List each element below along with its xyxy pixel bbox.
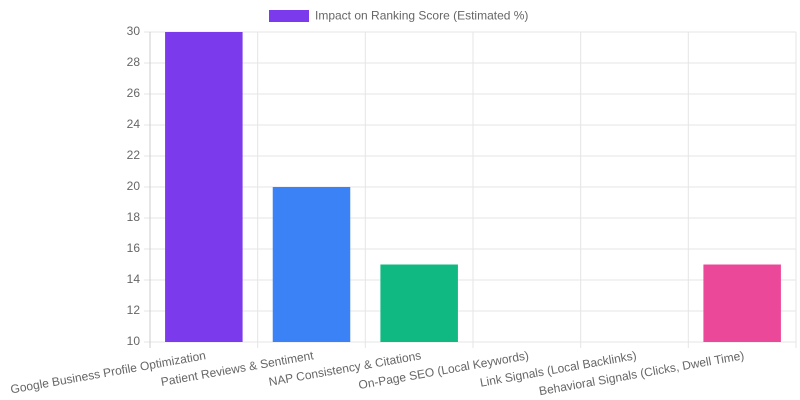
y-tick-label: 26 bbox=[127, 86, 141, 100]
y-tick-label: 12 bbox=[127, 303, 141, 317]
bar bbox=[380, 264, 458, 342]
y-tick-label: 18 bbox=[127, 210, 141, 224]
y-tick-label: 22 bbox=[127, 148, 141, 162]
legend-swatch[interactable] bbox=[269, 10, 309, 22]
y-tick-label: 16 bbox=[127, 241, 141, 255]
legend-label[interactable]: Impact on Ranking Score (Estimated %) bbox=[315, 9, 528, 23]
bar bbox=[703, 264, 781, 342]
y-tick-label: 24 bbox=[127, 117, 141, 131]
y-tick-label: 10 bbox=[127, 334, 141, 348]
y-tick-label: 30 bbox=[127, 24, 141, 38]
y-tick-label: 14 bbox=[127, 272, 141, 286]
bar bbox=[272, 187, 351, 342]
y-tick-label: 20 bbox=[127, 179, 141, 193]
y-tick-label: 28 bbox=[127, 55, 141, 69]
bar bbox=[165, 32, 243, 342]
